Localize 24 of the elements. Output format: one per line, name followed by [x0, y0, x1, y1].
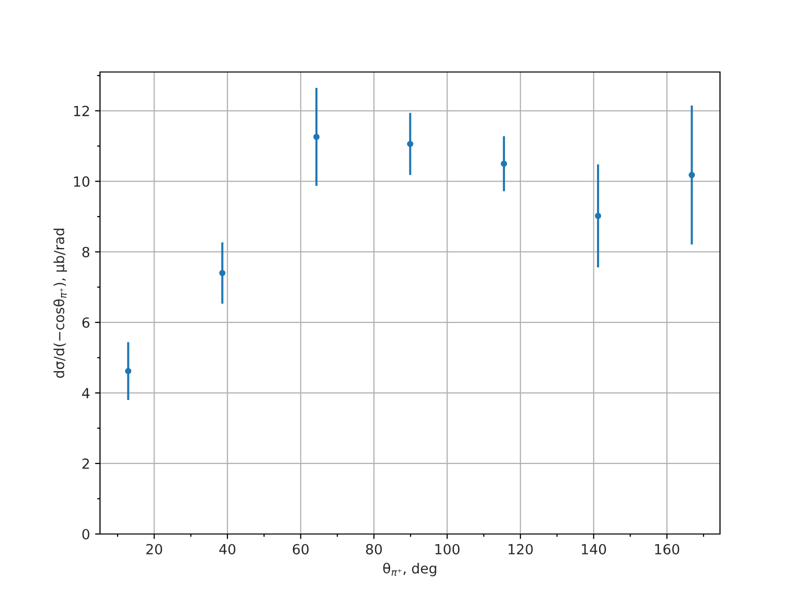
y-tick-label: 6 — [82, 317, 90, 328]
point — [219, 270, 226, 276]
y-tick-label: 2 — [82, 458, 89, 469]
point — [125, 368, 132, 374]
x-tick-label: 100 — [435, 544, 460, 554]
x-tick-label: 20 — [146, 544, 162, 554]
x-tick-label: 160 — [655, 544, 680, 554]
y-tick-label: 8 — [82, 246, 90, 258]
point — [688, 172, 695, 178]
point — [500, 160, 508, 167]
point — [407, 140, 414, 148]
y-tick-label: 10 — [74, 176, 90, 187]
y-tick-label: 12 — [74, 106, 89, 116]
point — [313, 134, 320, 140]
x-axis-title: θ$_{π⁺}$, deg — [383, 562, 436, 576]
x-tick-label: 140 — [582, 544, 606, 554]
x-tick-label: 120 — [508, 544, 533, 554]
y-tick-label: 0 — [82, 528, 90, 540]
y-axis-title: dσ/d(−cosθ$_{π⁺}$), μb/rad — [53, 228, 67, 378]
x-tick-label: 40 — [219, 544, 236, 554]
point — [594, 212, 602, 220]
x-tick-label: 80 — [366, 544, 382, 554]
y-tick-label: 4 — [82, 388, 90, 398]
x-tick-label: 60 — [292, 544, 309, 554]
